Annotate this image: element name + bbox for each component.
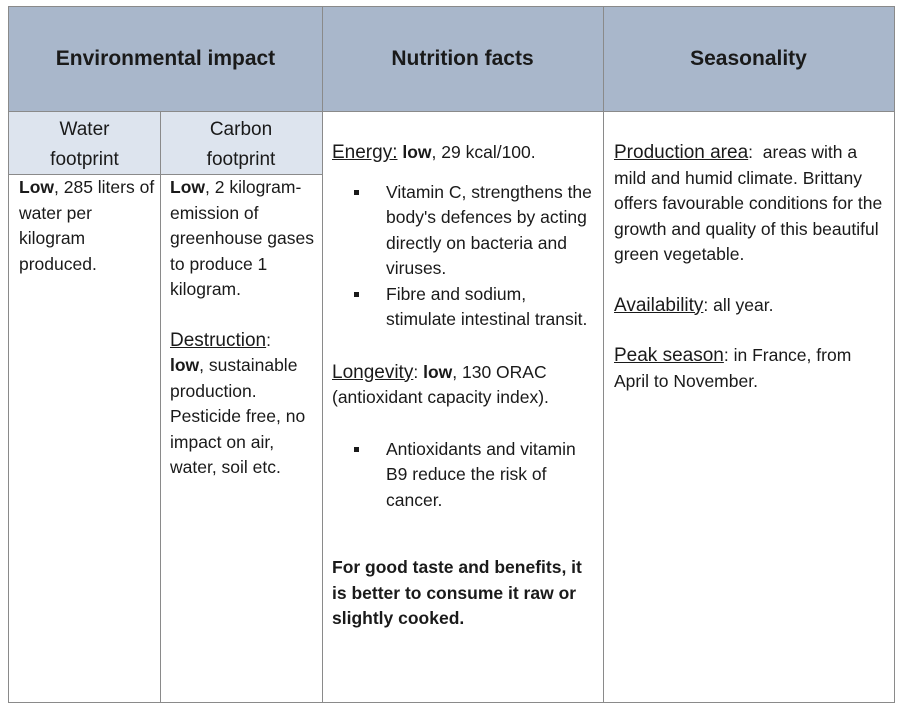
destruction-colon: : [266, 329, 271, 350]
destruction-low: low [170, 355, 200, 375]
advice-text: For good taste and benefits, it is bette… [332, 557, 582, 628]
carbon-footprint-cell: Low, 2 kilogram-emission of greenhouse g… [170, 175, 318, 481]
divider [322, 7, 323, 702]
longevity-low: low [423, 361, 453, 382]
longevity-text: , 130 ORAC (antioxidant capacity index). [332, 361, 549, 408]
water-footprint-cell: Low, 285 liters of water per kilogram pr… [19, 175, 157, 277]
nutrition-cell: Energy: low, 29 kcal/100. Vitamin C, str… [332, 140, 596, 632]
subheader-water-line2: footprint [50, 149, 119, 170]
energy-label: Energy: [332, 142, 398, 163]
list-item: Antioxidants and vitamin B9 reduce the r… [332, 437, 596, 514]
list-item: Fibre and sodium, stimulate intestinal t… [332, 282, 596, 333]
longevity-label: Longevity [332, 361, 414, 383]
destruction-text: , sustainable production. Pesticide free… [170, 355, 306, 477]
divider [9, 174, 322, 175]
carbon-emission-text: Low, 2 kilogram-emission of greenhouse g… [170, 175, 318, 303]
availability-text: all year. [708, 294, 774, 315]
subheader-water-footprint: Water footprint [9, 111, 160, 174]
seasonality-cell: Production area: areas with a mild and h… [614, 140, 889, 394]
subheader-carbon-footprint: Carbon footprint [160, 111, 322, 174]
subheader-carbon-line2: footprint [206, 149, 276, 170]
peak-season-label: Peak season [614, 345, 724, 366]
header-nutrition-facts: Nutrition facts [322, 7, 603, 111]
production-block: Production area: areas with a mild and h… [614, 140, 889, 268]
longevity-line: Longevity: low, 130 ORAC (antioxidant ca… [332, 360, 596, 411]
production-colon: : [748, 142, 754, 162]
energy-text: , 29 kcal/100. [431, 142, 536, 162]
destruction-label: Destruction [170, 329, 267, 351]
info-table: Environmental impact Nutrition facts Sea… [8, 6, 895, 703]
divider [160, 111, 161, 702]
energy-line: Energy: low, 29 kcal/100. [332, 140, 596, 166]
header-environmental-label: Environmental impact [55, 47, 276, 70]
list-item: Vitamin C, strengthens the body's defenc… [332, 180, 596, 282]
peak-season-block: Peak season: in France, from April to No… [614, 343, 889, 394]
subheader-water-line1: Water [59, 119, 110, 140]
availability-colon: : [703, 294, 709, 315]
water-text: , 285 liters of water per kilogram produ… [19, 177, 155, 274]
header-seasonality: Seasonality [603, 7, 894, 111]
divider [603, 7, 604, 702]
header-environmental-impact: Environmental impact [9, 7, 322, 111]
longevity-bullet-list: Antioxidants and vitamin B9 reduce the r… [332, 437, 596, 514]
energy-low: low [402, 142, 432, 162]
header-nutrition-label: Nutrition facts [391, 47, 534, 70]
production-text: areas with a mild and humid climate. Bri… [614, 142, 883, 264]
subheader-carbon-line1: Carbon [209, 119, 273, 140]
header-seasonality-label: Seasonality [690, 47, 807, 70]
energy-bullet-list: Vitamin C, strengthens the body's defenc… [332, 180, 596, 333]
production-label: Production area [614, 142, 749, 163]
longevity-colon: : [413, 361, 419, 382]
availability-block: Availability: all year. [614, 293, 889, 319]
divider [9, 111, 894, 112]
peak-season-text: in France, from April to November. [614, 345, 852, 391]
water-low: Low [19, 177, 54, 197]
destruction-block: Destruction: low, sustainable production… [170, 328, 318, 481]
availability-label: Availability [614, 294, 704, 316]
carbon-text: , 2 kilogram-emission of greenhouse gase… [170, 177, 314, 299]
carbon-low: Low [170, 177, 205, 197]
peak-season-colon: : [723, 345, 729, 365]
